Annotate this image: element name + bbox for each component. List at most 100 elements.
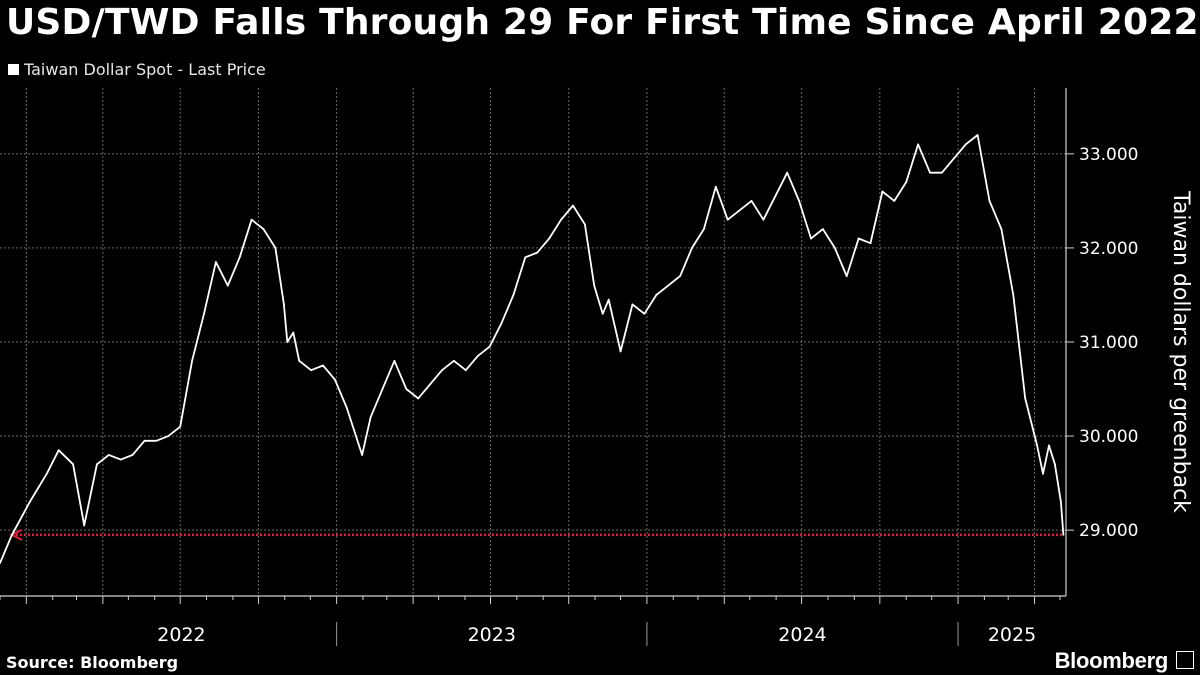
data-point (1024, 397, 1027, 400)
data-point (952, 157, 955, 160)
y-tick-label: 32.000 (1079, 239, 1138, 259)
data-point (1012, 294, 1015, 296)
x-tick-label: 2022 (157, 624, 205, 646)
y-tick-label: 29.000 (1079, 521, 1138, 541)
legend-swatch-icon (8, 64, 19, 75)
data-point (119, 458, 122, 461)
data-point (988, 199, 991, 202)
data-point (107, 453, 110, 456)
data-point (976, 134, 979, 136)
bloomberg-logo: Bloomberg (1054, 648, 1169, 673)
source-note: Source: Bloomberg (6, 653, 179, 672)
data-point (191, 359, 194, 362)
data-point (283, 303, 285, 306)
data-point (417, 397, 420, 400)
data-point (203, 312, 205, 315)
data-point (393, 359, 396, 362)
data-point (381, 388, 384, 390)
data-point (798, 199, 800, 202)
data-point (881, 190, 884, 193)
chart-title: USD/TWD Falls Through 29 For First Time … (6, 2, 1199, 43)
data-point (453, 359, 455, 362)
data-point (548, 237, 551, 240)
data-point (1036, 444, 1038, 447)
legend-label: Taiwan Dollar Spot - Last Price (24, 60, 266, 79)
data-point (655, 294, 658, 296)
data-point (702, 228, 705, 231)
data-point (274, 247, 277, 249)
data-point (28, 501, 31, 503)
data-point (1059, 501, 1062, 503)
data-point (560, 218, 562, 221)
data-point (833, 247, 836, 249)
data-point (536, 251, 539, 254)
price-series-line (0, 134, 1065, 564)
data-point (238, 256, 241, 259)
data-point (500, 322, 503, 325)
data-point (143, 439, 146, 442)
x-tick-label: 2025 (988, 624, 1036, 646)
data-point (226, 284, 229, 287)
data-point (286, 341, 289, 343)
data-point (643, 312, 646, 315)
data-point (593, 284, 596, 287)
data-point (83, 524, 86, 527)
data-point (821, 228, 824, 231)
data-point (322, 364, 324, 367)
x-tick-label: 2023 (468, 624, 516, 646)
data-point (679, 275, 681, 278)
data-point (750, 199, 753, 202)
data-point (1000, 228, 1003, 231)
data-point (361, 453, 364, 456)
y-tick-label: 33.000 (1079, 145, 1138, 165)
data-point (1048, 444, 1050, 447)
data-point (810, 237, 812, 240)
data-point (215, 261, 217, 263)
data-point (345, 406, 348, 409)
data-point (857, 237, 860, 240)
data-point (738, 209, 741, 212)
data-point (11, 533, 13, 536)
data-point (310, 369, 313, 372)
legend: Taiwan Dollar Spot - Last Price (8, 60, 266, 79)
data-point (0, 562, 1, 564)
data-point (250, 218, 253, 221)
data-point (488, 345, 491, 348)
data-point (524, 256, 527, 259)
data-point (667, 284, 670, 287)
data-point (298, 359, 301, 362)
data-point (869, 242, 872, 245)
data-point (45, 472, 48, 475)
data-point (940, 171, 943, 174)
data-point (572, 204, 574, 207)
data-point (167, 435, 170, 437)
data-point (845, 275, 848, 278)
data-point (179, 425, 182, 428)
data-point (441, 369, 443, 372)
data-point (1042, 472, 1044, 475)
data-point (429, 383, 432, 386)
data-point (893, 199, 896, 202)
data-point (601, 312, 604, 315)
data-point (631, 303, 634, 306)
data-point (607, 298, 610, 301)
data-point (369, 416, 372, 419)
data-point (72, 463, 75, 466)
data-point (619, 350, 622, 353)
data-point (292, 331, 295, 334)
data-point (774, 195, 777, 198)
data-point (476, 355, 479, 358)
data-point (964, 143, 967, 146)
data-point (464, 369, 467, 372)
bloomberg-terminal-icon (1176, 651, 1194, 669)
data-point (131, 453, 134, 456)
y-tick-label: 31.000 (1079, 333, 1138, 353)
y-axis-title: Taiwan dollars per greenback (1168, 190, 1193, 513)
data-point (583, 223, 586, 226)
data-point (96, 463, 98, 466)
x-tick-label: 2024 (778, 624, 826, 646)
data-point (1062, 533, 1065, 536)
data-point (262, 228, 265, 231)
y-tick-label: 30.000 (1079, 427, 1138, 447)
